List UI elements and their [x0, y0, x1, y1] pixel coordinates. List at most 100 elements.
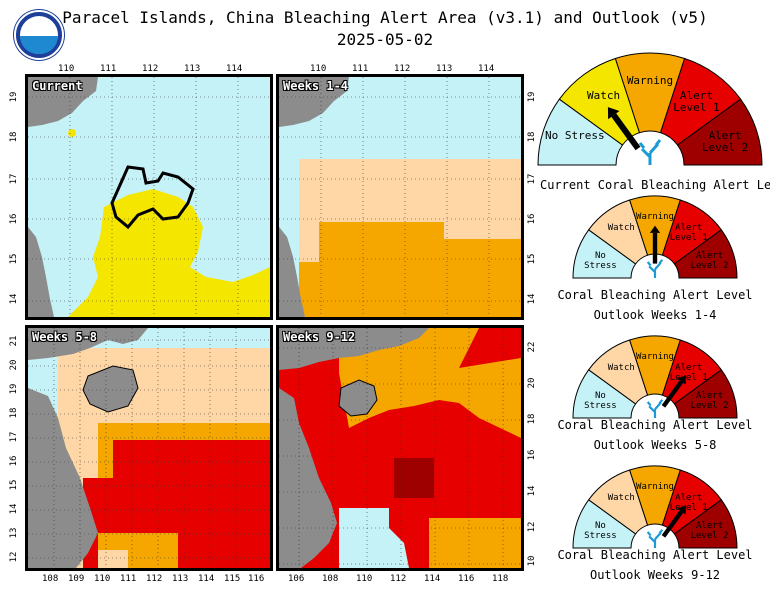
ytick: 17 [9, 173, 19, 185]
coral-icon [646, 399, 664, 418]
ytick: 17 [9, 431, 19, 443]
panel-label-current: Current [32, 79, 83, 93]
gauge-caption: Coral Bleaching Alert Level [557, 288, 753, 302]
xtick: 110 [58, 64, 75, 74]
ytick: 22 [527, 341, 537, 353]
ytick: 12 [9, 551, 19, 563]
gauge-label-no-stress: No Stress [584, 251, 617, 272]
xtick: 114 [198, 574, 215, 584]
gauge-label-alert2: Alert Level 2 [701, 128, 749, 154]
gauge-needle [661, 380, 684, 408]
ytick: 20 [527, 377, 537, 389]
ytick: 18 [9, 131, 19, 143]
gauge-label-alert1: Alert Level 1 [669, 492, 708, 513]
gauge-label-watch: Watch [587, 89, 621, 103]
map-panel-current: Current [25, 74, 273, 320]
gauge-caption: Coral Bleaching Alert Level [557, 418, 753, 432]
xtick: 110 [356, 574, 373, 584]
page-date: 2025-05-02 [336, 30, 434, 49]
gauge-label-watch: Watch [607, 222, 635, 233]
map-panel-weeks-5-8: Weeks 5-8 [25, 325, 273, 571]
ytick: 19 [9, 383, 19, 395]
alert-gauge: No Stress Watch Warning Alert Level 1 Alert … [571, 464, 739, 550]
gauge-label-watch: Watch [607, 362, 635, 373]
gauge-label-no-stress: No Stress [584, 391, 617, 412]
ytick: 14 [527, 293, 537, 305]
gauge-label-alert2: Alert Level 2 [690, 251, 729, 272]
gauge-needle-head [649, 225, 661, 233]
gauge-needle-head [607, 107, 620, 120]
ytick: 18 [9, 407, 19, 419]
gauge-label-alert2: Alert Level 2 [690, 521, 729, 542]
xtick: 113 [436, 64, 453, 74]
ytick: 14 [9, 503, 19, 515]
gauge-caption-period: Outlook Weeks 5-8 [593, 438, 717, 452]
ytick: 15 [9, 479, 19, 491]
gauge-label-watch: Watch [607, 492, 635, 503]
xtick: 113 [184, 64, 201, 74]
gauge-caption: Coral Bleaching Alert Level [557, 548, 753, 562]
ytick: 20 [9, 359, 19, 371]
gauge-needle-head [677, 375, 686, 385]
map-panel-weeks-1-4: Weeks 1-4 [276, 74, 524, 320]
map-panel-weeks-9-12: Weeks 9-12 [276, 325, 524, 571]
ytick: 18 [527, 413, 537, 425]
gauge-segment [676, 98, 763, 166]
xtick: 109 [68, 574, 85, 584]
panel-label-weeks-1-4: Weeks 1-4 [283, 79, 349, 93]
coral-icon [638, 139, 662, 165]
xtick: 114 [478, 64, 495, 74]
ytick: 19 [9, 91, 19, 103]
ytick: 21 [9, 335, 19, 347]
gauge-label-warning: Warning [626, 74, 674, 87]
xtick: 112 [146, 574, 163, 584]
ytick: 15 [527, 253, 537, 265]
coral-icon [646, 529, 664, 548]
gauge-needle [611, 113, 641, 151]
xtick: 106 [288, 574, 305, 584]
gauge-label-no-stress: No Stress [545, 128, 605, 142]
page-title: Paracel Islands, China Bleaching Alert A… [62, 8, 708, 27]
ytick: 17 [527, 173, 537, 185]
ytick: 10 [527, 555, 537, 567]
alert-gauge: No Stress Watch Warning Alert Level 1 Alert … [571, 334, 739, 420]
xtick: 108 [42, 574, 59, 584]
gauge-label-warning: Warning [636, 211, 674, 222]
xtick: 110 [310, 64, 327, 74]
gauge-segment [673, 229, 738, 279]
xtick: 118 [492, 574, 509, 584]
gauge-label-alert2: Alert Level 2 [690, 391, 729, 412]
xtick: 116 [248, 574, 265, 584]
gauge-segment [673, 499, 738, 549]
panel-label-weeks-5-8: Weeks 5-8 [32, 330, 98, 344]
logo-text: NOAA [26, 27, 52, 36]
ytick: 14 [527, 485, 537, 497]
gauge-label-alert1: Alert Level 1 [673, 89, 720, 115]
gauge-caption-period: Outlook Weeks 9-12 [589, 568, 721, 582]
ytick: 15 [9, 253, 19, 265]
xtick: 108 [322, 574, 339, 584]
alert-gauge: No Stress Watch Warning Alert Level 1 Alert … [571, 194, 739, 280]
gauge-label-no-stress: No Stress [584, 521, 617, 542]
xtick: 113 [172, 574, 189, 584]
alert-gauge: No Stress Watch Warning Alert Level 1 Alert … [536, 51, 764, 167]
coral-icon [646, 259, 664, 278]
gauge-label-warning: Warning [636, 351, 674, 362]
xtick: 111 [120, 574, 137, 584]
ytick: 16 [9, 455, 19, 467]
gauge-caption-period: Outlook Weeks 1-4 [593, 308, 717, 322]
gauge-segment [673, 369, 738, 419]
gauge-label-warning: Warning [636, 481, 674, 492]
xtick: 112 [390, 574, 407, 584]
xtick: 112 [394, 64, 411, 74]
xtick: 114 [424, 574, 441, 584]
ytick: 16 [527, 213, 537, 225]
panel-label-weeks-9-12: Weeks 9-12 [283, 330, 356, 344]
ytick: 16 [9, 213, 19, 225]
ytick: 16 [527, 449, 537, 461]
ytick: 12 [527, 521, 537, 533]
gauge-needle-head [677, 505, 686, 515]
xtick: 114 [226, 64, 243, 74]
gauge-caption: Current Coral Bleaching Alert Level [540, 178, 770, 192]
gauge-needle [661, 510, 684, 538]
